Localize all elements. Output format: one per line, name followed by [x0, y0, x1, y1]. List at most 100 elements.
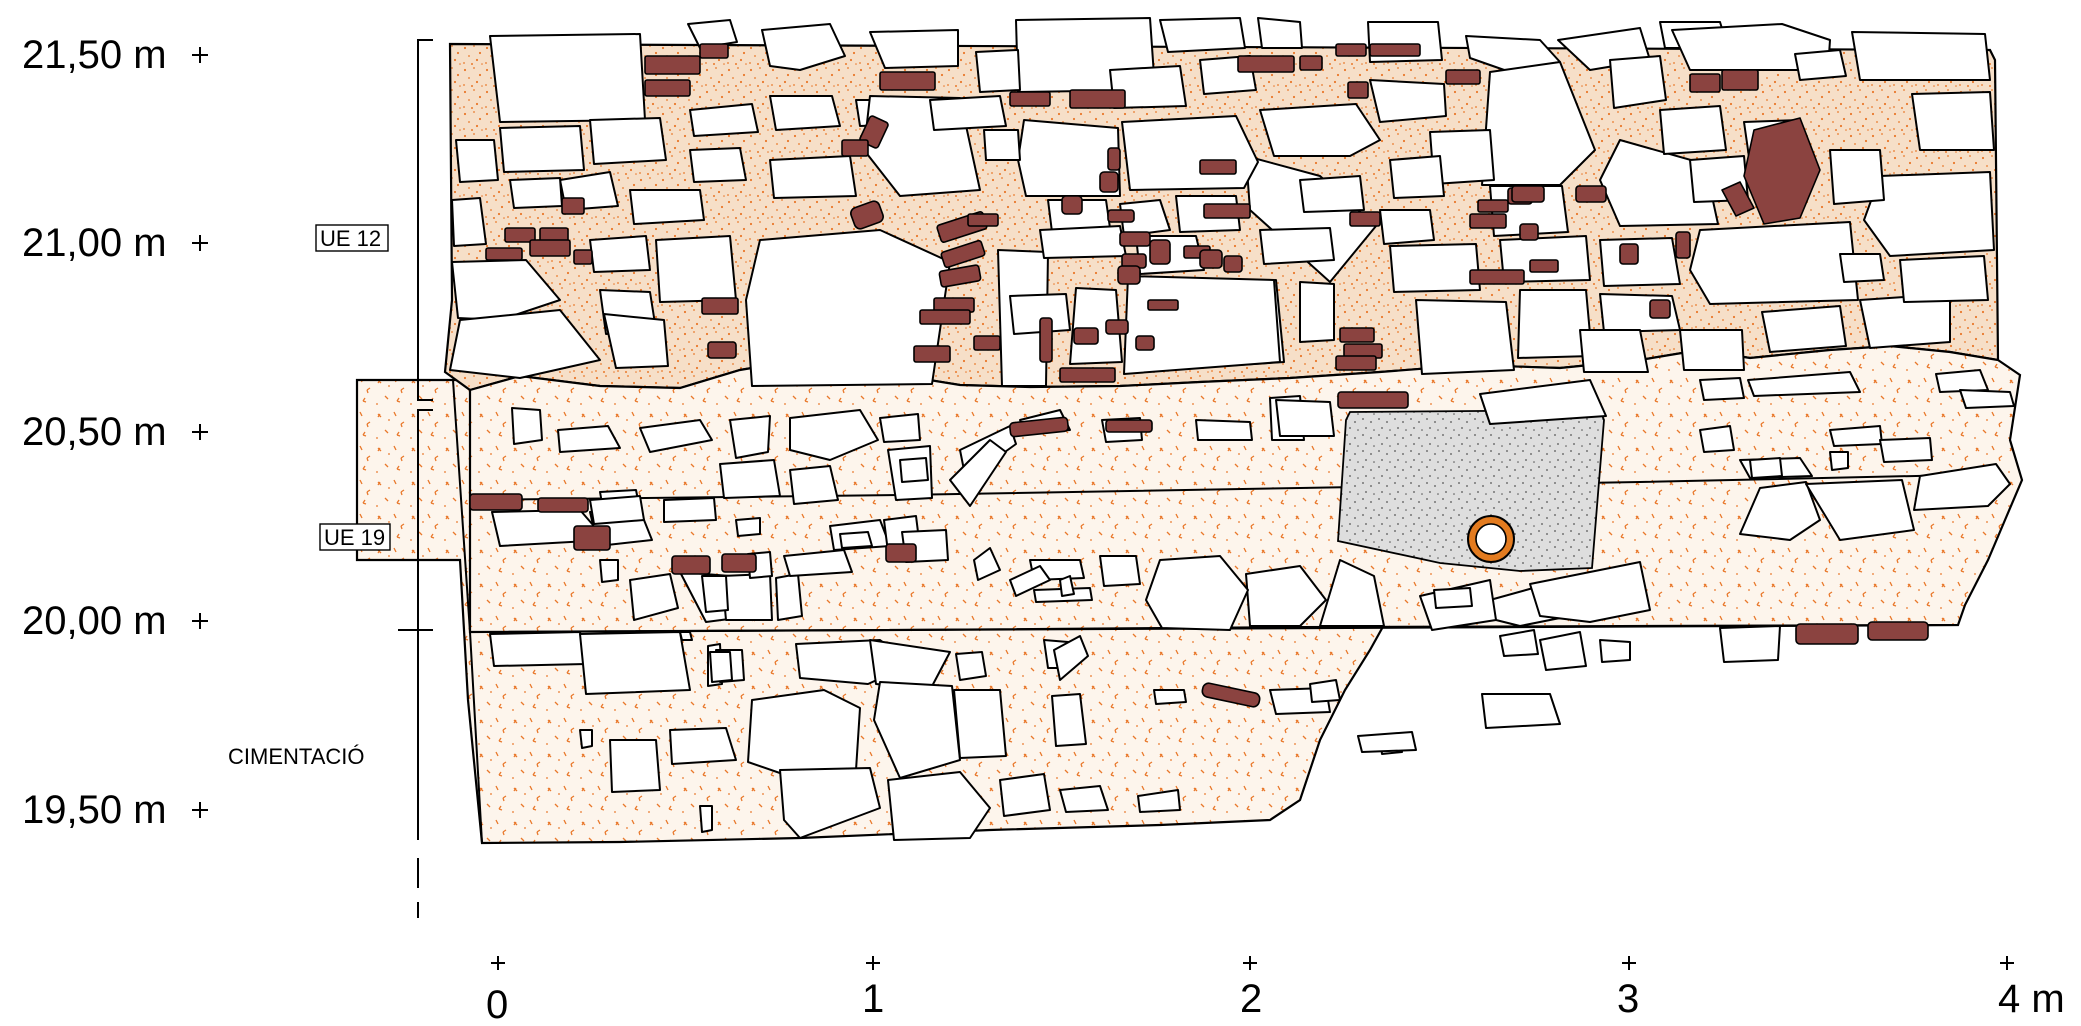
stone — [579, 631, 691, 695]
stone — [449, 309, 601, 379]
stone — [639, 419, 713, 453]
stone — [1145, 555, 1249, 631]
brick — [1009, 416, 1069, 438]
stone — [1747, 371, 1861, 397]
brick — [1061, 195, 1083, 215]
stone — [1749, 457, 1783, 479]
stone — [1761, 305, 1847, 353]
elevation-label-2050: 20,50 m — [22, 410, 167, 454]
stone — [609, 739, 661, 793]
stone — [1499, 629, 1539, 657]
unit-labels: UE 12 UE 19 CIMENTACIÓ — [228, 224, 391, 769]
brick — [1299, 55, 1323, 71]
stone — [1121, 115, 1259, 191]
stone — [679, 631, 693, 641]
stone — [589, 495, 645, 525]
elevation-label-2000: 20,00 m — [22, 599, 167, 643]
brick — [938, 264, 982, 288]
stone — [873, 681, 961, 779]
brick — [885, 543, 917, 563]
stone — [761, 23, 846, 71]
brick — [1619, 243, 1639, 265]
stone — [1609, 55, 1667, 109]
stone — [783, 549, 853, 577]
brick — [1237, 55, 1295, 73]
brick — [1469, 269, 1525, 285]
stone — [735, 517, 761, 537]
brick — [1223, 255, 1243, 273]
stone — [869, 29, 959, 69]
stone — [689, 147, 747, 183]
stone — [489, 631, 587, 667]
brick — [1199, 159, 1237, 175]
stone — [709, 651, 733, 683]
stone — [1309, 679, 1341, 703]
brick — [1073, 327, 1099, 345]
brick — [1335, 355, 1377, 371]
stone — [1245, 155, 1377, 283]
elevation-tick-1950 — [192, 802, 208, 818]
stone — [747, 689, 861, 781]
brick — [1519, 223, 1539, 241]
brick — [1199, 249, 1223, 269]
stone — [1369, 79, 1447, 123]
stone — [1153, 689, 1187, 705]
stone — [1599, 639, 1631, 663]
stone — [669, 727, 737, 765]
stone — [999, 773, 1051, 817]
pipe-inner — [1475, 523, 1507, 555]
scale-tick-1 — [866, 956, 880, 970]
stone — [1275, 399, 1335, 437]
stone — [975, 49, 1021, 93]
brick — [529, 239, 571, 257]
stone — [721, 573, 773, 621]
brick — [1477, 199, 1509, 213]
brick — [879, 71, 936, 91]
brick — [644, 79, 691, 97]
brick-large — [1743, 117, 1821, 225]
stone — [1481, 693, 1561, 729]
stone — [1579, 329, 1649, 373]
stone — [1009, 293, 1071, 335]
stone — [1245, 565, 1327, 627]
brick — [1335, 43, 1367, 57]
stone — [1009, 565, 1051, 597]
stone — [789, 409, 879, 461]
stone — [589, 235, 651, 273]
stone — [899, 457, 929, 483]
scale-label-4: 4 m — [1998, 977, 2065, 1021]
brick — [1059, 367, 1116, 383]
scale-tick-3 — [1622, 956, 1636, 970]
brick — [469, 493, 523, 511]
brick — [1575, 185, 1607, 203]
stone — [599, 559, 619, 583]
scale-tick-0 — [491, 956, 505, 970]
brick — [1339, 327, 1375, 343]
brick — [1445, 69, 1481, 85]
stone — [769, 95, 841, 131]
scale-label-2: 2 — [1240, 977, 1262, 1021]
scale-label-1: 1 — [862, 977, 884, 1021]
brick — [721, 553, 757, 573]
scale-label-3: 3 — [1617, 977, 1639, 1021]
stone — [1689, 221, 1859, 305]
brick — [1347, 81, 1369, 99]
ue12-box — [315, 224, 389, 252]
stone — [557, 425, 621, 453]
brick — [1529, 259, 1559, 273]
stone — [1137, 789, 1181, 813]
brick — [1369, 43, 1421, 57]
stone — [451, 197, 487, 247]
stone — [509, 177, 563, 209]
stone — [1959, 389, 2015, 409]
stone — [1851, 31, 1991, 81]
stone — [1059, 575, 1075, 597]
stone — [511, 407, 543, 445]
stone — [1913, 463, 2011, 511]
brick — [1039, 317, 1053, 363]
stone — [1433, 587, 1473, 609]
stone — [719, 459, 781, 499]
stone — [1159, 17, 1246, 53]
elevation-tick-2000 — [192, 613, 208, 629]
stone — [839, 531, 873, 549]
